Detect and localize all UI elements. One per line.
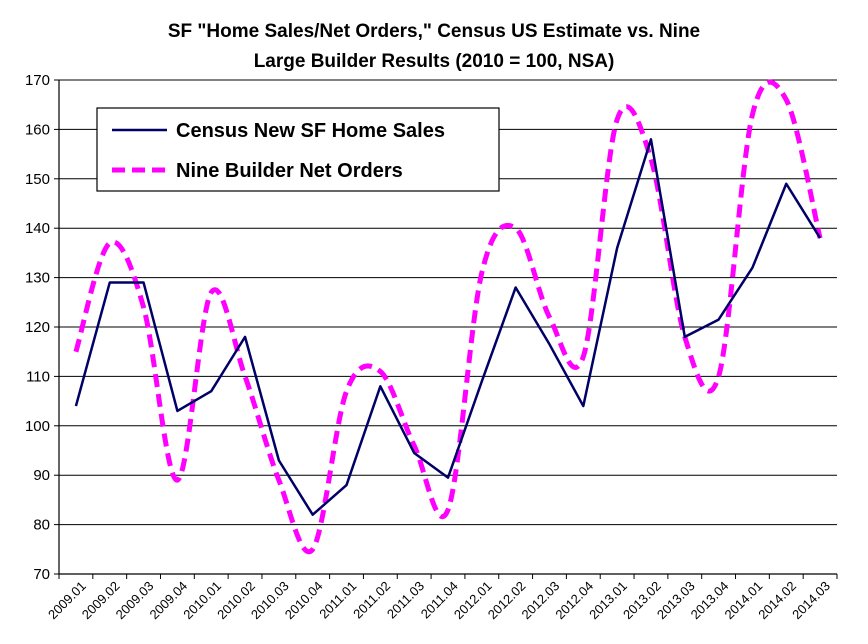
chart-title-line-2: Large Builder Results (2010 = 100, NSA) (254, 51, 615, 72)
legend: Census New SF Home Sales Nine Builder Ne… (96, 107, 500, 192)
legend-box (96, 107, 500, 192)
y-tick-label: 100 (25, 418, 50, 435)
chart-title-line-1: SF "Home Sales/Net Orders," Census US Es… (168, 21, 700, 42)
y-axis: 70 80 90 100 110 120 130 140 150 160 170 (25, 72, 60, 583)
series-lines (73, 79, 823, 555)
y-tick-label: 70 (33, 566, 50, 583)
y-tick-label: 120 (25, 319, 50, 336)
y-tick-label: 170 (25, 72, 50, 89)
legend-label-builders: Nine Builder Net Orders (176, 160, 403, 182)
y-tick-label: 140 (25, 220, 50, 237)
y-tick-label: 110 (26, 368, 50, 385)
y-tick-label: 80 (33, 517, 50, 534)
series-line-nine-builder-net-orders (73, 79, 823, 555)
y-tick-label: 90 (33, 467, 50, 484)
y-tick-label: 130 (25, 270, 50, 287)
legend-label-census: Census New SF Home Sales (176, 120, 445, 142)
y-tick-label: 150 (25, 171, 50, 188)
y-tick-label: 160 (25, 121, 50, 138)
